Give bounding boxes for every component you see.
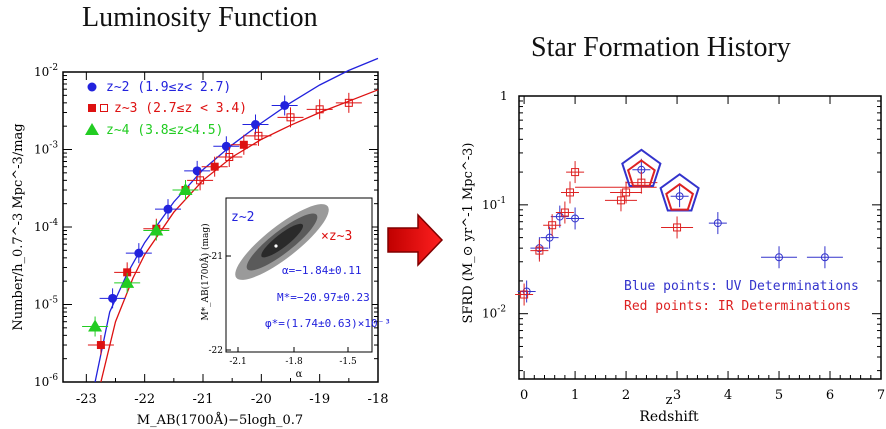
data-point [713, 219, 722, 228]
legend-marker [88, 104, 96, 112]
data-point [120, 275, 135, 288]
data-point [239, 140, 248, 149]
inset-x-axis-label: α [296, 369, 303, 380]
legend-marker [87, 82, 97, 92]
data-point [520, 290, 529, 299]
inset-param-alpha: α=−1.84±0.11 [282, 264, 361, 277]
legend-label: z~3 (2.7≤z < 3.4) [114, 101, 247, 116]
inset-y-axis-label: M*_AB(1700Å) (mag) [199, 223, 211, 320]
data-point [196, 176, 205, 185]
data-point [178, 183, 193, 196]
x-tick-label: 2 [622, 388, 630, 403]
data-point [571, 214, 580, 223]
x-axis-label: z [666, 393, 673, 408]
x-tick-label: 6 [826, 388, 834, 403]
data-point [622, 188, 631, 197]
data-point [210, 162, 219, 171]
data-point [149, 223, 164, 236]
left-chart-title: Luminosity Function [82, 2, 318, 33]
data-point [251, 120, 260, 130]
x-axis-label: M_AB(1700Å)−5logh_0.7 [137, 412, 303, 428]
y-tick-label: 10-2 [34, 63, 58, 79]
inset-x-tick-label: -1.5 [339, 357, 357, 367]
data-point [820, 253, 829, 262]
data-point [616, 196, 625, 205]
data-point [286, 113, 295, 122]
data-point [565, 188, 574, 197]
data-point [545, 233, 554, 242]
x-tick-label: 4 [724, 388, 732, 403]
x-tick-label: 3 [673, 388, 681, 403]
inset-y-tick-label: -22 [209, 346, 224, 356]
y-tick-label: 10-2 [482, 305, 506, 321]
data-point [88, 319, 103, 332]
x-tick-label: -20 [251, 392, 272, 407]
x-tick-label: 7 [877, 388, 885, 403]
inset-y-tick-label: -21 [209, 252, 224, 262]
data-point [108, 293, 118, 303]
x-tick-label: 5 [775, 388, 783, 403]
data-point [280, 100, 290, 110]
y-tick-label: 10-5 [34, 296, 58, 312]
transition-arrow-icon [387, 213, 444, 267]
data-point [548, 221, 557, 230]
data-point [673, 223, 682, 232]
data-point [560, 208, 569, 217]
inset-best-fit-point [274, 244, 278, 248]
data-point [163, 204, 173, 214]
data-point [344, 98, 353, 107]
x-tick-label: -18 [368, 392, 389, 407]
data-point [123, 268, 132, 277]
y-tick-label: 10-6 [34, 373, 58, 389]
data-point [571, 168, 580, 177]
data-point [555, 212, 564, 221]
x-tick-label: 0 [520, 388, 528, 403]
right-chart-title: Star Formation History [531, 32, 791, 63]
y-tick-label: 10-1 [482, 196, 506, 212]
x-tick-label: -19 [309, 392, 330, 407]
x-tick-label: -23 [76, 392, 97, 407]
data-point [315, 105, 324, 114]
legend-marker [85, 123, 99, 135]
pentagon-marker [626, 159, 656, 187]
legend-marker [100, 104, 108, 112]
data-point [225, 153, 234, 162]
x-axis-label-redshift: Redshift [639, 409, 699, 425]
x-tick-label: 1 [571, 388, 579, 403]
inset-x-tick-label: -1.8 [285, 357, 303, 367]
y-tick-label: 1 [500, 89, 508, 103]
y-tick-label: 10-3 [34, 141, 58, 157]
inset-param-phistar: φ*=(1.74±0.63)×10⁻³ [265, 317, 391, 330]
x-tick-label: -22 [134, 392, 155, 407]
data-point [192, 166, 202, 176]
inset-x-tick-label: -2.1 [229, 357, 246, 367]
inset-label-z2: z~2 [231, 210, 254, 225]
inset-param-mstar: M*=−20.97±0.23 [277, 291, 370, 304]
y-axis-label: Number/h_0.7^-3 Mpc^-3/mag [11, 123, 26, 330]
y-axis-label: SFRD (M_⊙ yr^-1 Mpc^-3) [461, 143, 476, 324]
legend-label: z~4 (3.8≤z<4.5) [106, 123, 223, 138]
data-point [221, 141, 231, 151]
data-point [675, 192, 684, 201]
pentagon-marker [665, 182, 695, 211]
data-point [96, 341, 105, 350]
data-point [134, 248, 144, 258]
x-tick-label: -21 [193, 392, 214, 407]
annotation-uv: Blue points: UV Determinations [624, 279, 859, 294]
data-point [254, 131, 263, 140]
inset-contour-inner [261, 223, 304, 258]
data-point [535, 246, 544, 255]
annotation-ir: Red points: IR Determinations [624, 299, 851, 314]
right-plot-frame [518, 95, 882, 380]
data-point [775, 253, 784, 262]
y-tick-label: 10-4 [34, 218, 58, 234]
legend-label: z~2 (1.9≤z< 2.7) [106, 80, 231, 95]
inset-label-z3: ×z~3 [321, 229, 352, 244]
